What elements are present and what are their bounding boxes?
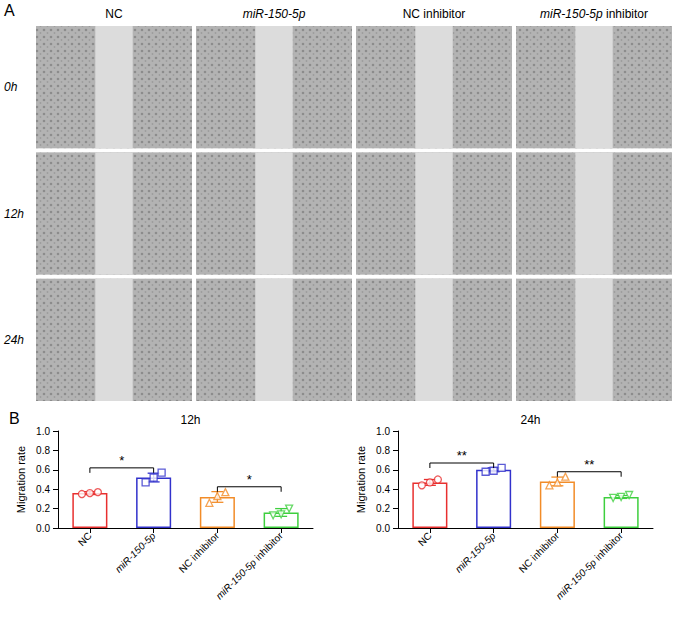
svg-text:NC: NC — [76, 530, 94, 548]
svg-text:12h: 12h — [180, 413, 200, 427]
svg-text:0.4: 0.4 — [36, 484, 50, 495]
svg-text:1.0: 1.0 — [36, 426, 50, 437]
svg-text:NC: NC — [416, 530, 434, 548]
svg-text:*: * — [119, 453, 124, 468]
svg-text:12h: 12h — [4, 207, 24, 221]
svg-text:inhibitor: inhibitor — [253, 530, 286, 563]
svg-text:Migration rate: Migration rate — [355, 446, 367, 513]
svg-text:inhibitor: inhibitor — [189, 530, 222, 563]
svg-text:miR-150-5p inhibitor: miR-150-5p inhibitor — [540, 7, 648, 21]
svg-text:**: ** — [584, 457, 594, 472]
svg-text:0.0: 0.0 — [376, 523, 390, 534]
svg-text:NC: NC — [517, 557, 535, 575]
svg-text:NC inhibitor: NC inhibitor — [403, 7, 466, 21]
svg-text:NC: NC — [105, 7, 123, 21]
svg-text:0.8: 0.8 — [376, 445, 390, 456]
svg-text:0.6: 0.6 — [36, 464, 50, 475]
svg-text:*: * — [247, 472, 252, 487]
svg-text:0.2: 0.2 — [376, 503, 390, 514]
svg-text:0.6: 0.6 — [376, 464, 390, 475]
svg-text:B: B — [9, 410, 20, 427]
svg-text:24h: 24h — [3, 333, 24, 347]
svg-text:Migration rate: Migration rate — [15, 446, 27, 513]
svg-text:miR-150-5p: miR-150-5p — [453, 530, 498, 575]
svg-text:1.0: 1.0 — [376, 426, 390, 437]
svg-text:inhibitor: inhibitor — [593, 530, 626, 563]
svg-text:miR-150-5p: miR-150-5p — [214, 557, 259, 602]
svg-text:0.8: 0.8 — [36, 445, 50, 456]
svg-text:miR-150-5p: miR-150-5p — [113, 530, 158, 575]
svg-text:miR-150-5p: miR-150-5p — [243, 7, 306, 21]
svg-text:0.4: 0.4 — [376, 484, 390, 495]
svg-text:inhibitor: inhibitor — [529, 530, 562, 563]
svg-text:**: ** — [457, 448, 467, 463]
svg-text:NC: NC — [177, 557, 195, 575]
svg-text:0.0: 0.0 — [36, 523, 50, 534]
svg-text:0.2: 0.2 — [36, 503, 50, 514]
svg-text:A: A — [4, 2, 15, 19]
svg-text:0h: 0h — [4, 80, 18, 94]
svg-text:miR-150-5p: miR-150-5p — [554, 557, 599, 602]
svg-text:24h: 24h — [520, 413, 540, 427]
